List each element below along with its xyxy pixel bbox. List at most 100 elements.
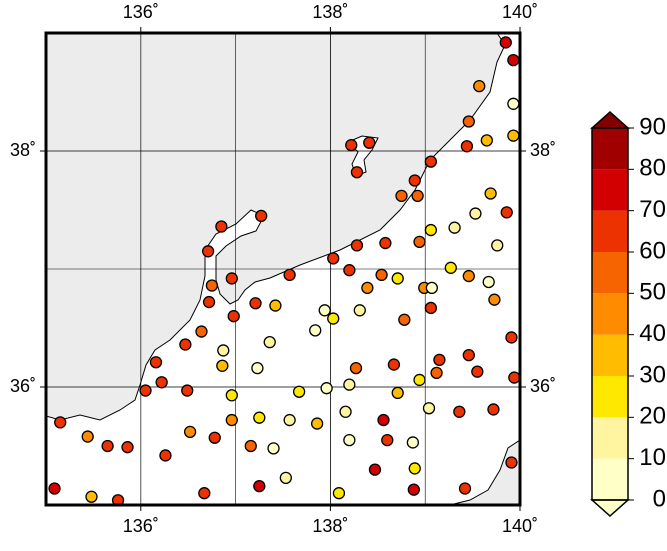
station-point [216, 359, 229, 372]
colorbar-tick-label: 20 [639, 403, 666, 430]
station-point [499, 36, 512, 49]
station-point [318, 304, 331, 317]
station-point [363, 136, 376, 149]
station-point [391, 272, 404, 285]
colorbar-tick-label: 60 [639, 237, 666, 264]
station-point [111, 494, 125, 505]
station-point [505, 331, 518, 344]
station-point [387, 358, 401, 371]
station-point [398, 313, 411, 326]
station-point [269, 299, 282, 312]
station-point [487, 403, 500, 416]
station-point [413, 235, 426, 249]
station-point [263, 336, 276, 349]
x-tick-label: 140˚ [502, 2, 538, 22]
station-point [198, 487, 211, 500]
colorbar-tick-label: 40 [639, 320, 666, 347]
colorbar-bin [592, 376, 628, 418]
x-tick-label: 138˚ [312, 516, 348, 536]
station-point [507, 53, 520, 67]
station-point [48, 482, 61, 495]
colorbar-bin [592, 169, 628, 211]
station-point [444, 261, 457, 274]
station-point [81, 430, 94, 443]
station-point [255, 209, 268, 223]
x-tick-label: 138˚ [312, 2, 348, 22]
colorbar-tick-label: 50 [639, 279, 666, 306]
basemap [46, 33, 520, 505]
station-point [507, 97, 520, 110]
colorbar-bin [592, 458, 628, 500]
station-point [253, 479, 266, 493]
station-point [368, 463, 382, 476]
station-point [159, 449, 172, 462]
colorbar-tick-label: 90 [639, 113, 666, 140]
station-point [202, 295, 216, 309]
station-point [484, 187, 497, 200]
x-tick-label: 140˚ [502, 516, 538, 536]
station-point [462, 269, 475, 283]
station-point [482, 275, 495, 289]
colorbar-bin [592, 417, 628, 459]
station-point [332, 487, 346, 500]
station-point [391, 386, 404, 400]
station-point [491, 239, 504, 252]
station-point [139, 384, 152, 397]
station-point [500, 206, 513, 219]
station-point [411, 189, 424, 202]
station-point [225, 389, 238, 402]
station-point [244, 439, 257, 453]
station-point [462, 115, 475, 128]
station-point [283, 413, 296, 427]
station-point [377, 413, 390, 427]
station-point [251, 361, 264, 375]
station-point [225, 413, 238, 427]
y-tick-label: 36˚ [10, 376, 36, 396]
station-point [488, 293, 501, 306]
station-point [205, 279, 219, 292]
station-point [422, 402, 436, 415]
station-point [430, 366, 443, 379]
station-point [408, 174, 421, 187]
station-point [345, 138, 358, 152]
station-point [379, 236, 392, 250]
y-tick-label: 38˚ [530, 140, 556, 160]
station-point [101, 439, 114, 453]
x-tick-label: 136˚ [123, 516, 159, 536]
colorbar-under [590, 499, 630, 518]
station-point [279, 471, 292, 485]
station-point [395, 189, 408, 202]
station-point [462, 348, 475, 362]
colorbar-tick-label: 30 [639, 361, 666, 388]
station-point [453, 405, 466, 418]
station-point [350, 239, 364, 252]
station-point [471, 365, 484, 378]
station-point [361, 281, 374, 295]
station-point [460, 140, 474, 153]
colorbar-tick-label: 10 [639, 444, 666, 471]
station-point [407, 483, 420, 496]
station-point [217, 344, 230, 357]
colorbar-bin [592, 210, 628, 252]
map-frame [44, 31, 522, 507]
station-point [433, 353, 446, 367]
station-point [505, 456, 518, 469]
station-point [413, 373, 426, 387]
station-point [343, 378, 356, 391]
station-point [155, 376, 168, 389]
station-point [350, 166, 364, 179]
station-point [283, 268, 296, 282]
station-point [309, 324, 322, 337]
colorbar-bin [592, 128, 628, 170]
station-point [353, 304, 366, 317]
station-point [507, 129, 520, 142]
station-point [424, 301, 438, 315]
station-point [343, 433, 356, 447]
y-tick-label: 38˚ [10, 140, 36, 160]
station-point [327, 312, 340, 325]
station-point [339, 405, 352, 418]
station-point [121, 441, 134, 454]
station-point [480, 134, 493, 147]
x-tick-label: 136˚ [123, 2, 159, 22]
station-point [458, 482, 472, 495]
